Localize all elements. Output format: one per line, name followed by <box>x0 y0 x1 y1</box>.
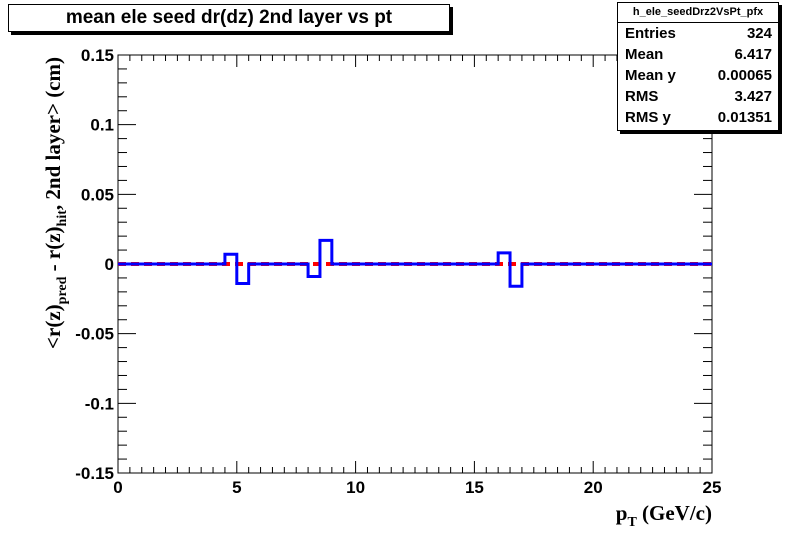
chart-title: mean ele seed dr(dz) 2nd layer vs pt <box>65 7 393 28</box>
stats-histogram-name: h_ele_seedDrz2VsPt_pfx <box>618 3 778 23</box>
stats-row-rms: RMS 3.427 <box>618 86 778 107</box>
stats-value: 6.417 <box>734 46 772 63</box>
stats-value: 0.01351 <box>717 109 772 126</box>
profile-series <box>118 238 712 288</box>
stats-row-mean: Mean 6.417 <box>618 44 778 65</box>
x-axis-title: pT (GeV/c) <box>616 501 712 530</box>
stats-key: RMS y <box>625 109 671 126</box>
y-tick-label: -0.05 <box>75 325 114 344</box>
y-tick-label: 0.15 <box>81 46 114 65</box>
stats-box: h_ele_seedDrz2VsPt_pfx Entries 324 Mean … <box>617 2 779 131</box>
stats-key: Entries <box>625 25 676 42</box>
stats-row-rms-y: RMS y 0.01351 <box>618 107 778 128</box>
stats-key: Mean <box>625 46 664 63</box>
chart-title-box: mean ele seed dr(dz) 2nd layer vs pt <box>8 4 450 32</box>
stats-value: 324 <box>746 25 772 42</box>
stats-key: Mean y <box>625 67 676 84</box>
x-tick-label: 0 <box>113 478 122 497</box>
y-tick-label: -0.15 <box>75 464 114 483</box>
y-axis-title: <r(z)pred - r(z)hit, 2nd layer> (cm) <box>41 57 70 349</box>
stats-row-entries: Entries 324 <box>618 23 778 44</box>
x-tick-label: 5 <box>232 478 241 497</box>
x-tick-label: 20 <box>584 478 603 497</box>
x-tick-label: 10 <box>346 478 365 497</box>
y-tick-label: 0 <box>105 255 114 274</box>
stats-row-mean-y: Mean y 0.00065 <box>618 65 778 86</box>
stats-key: RMS <box>625 88 659 105</box>
y-tick-label: 0.05 <box>81 185 114 204</box>
stats-value: 0.00065 <box>717 67 772 84</box>
x-tick-label: 25 <box>703 478 722 497</box>
y-tick-label: -0.1 <box>85 394 114 413</box>
x-tick-label: 15 <box>465 478 484 497</box>
stats-value: 3.427 <box>734 88 772 105</box>
y-tick-label: 0.1 <box>90 116 114 135</box>
